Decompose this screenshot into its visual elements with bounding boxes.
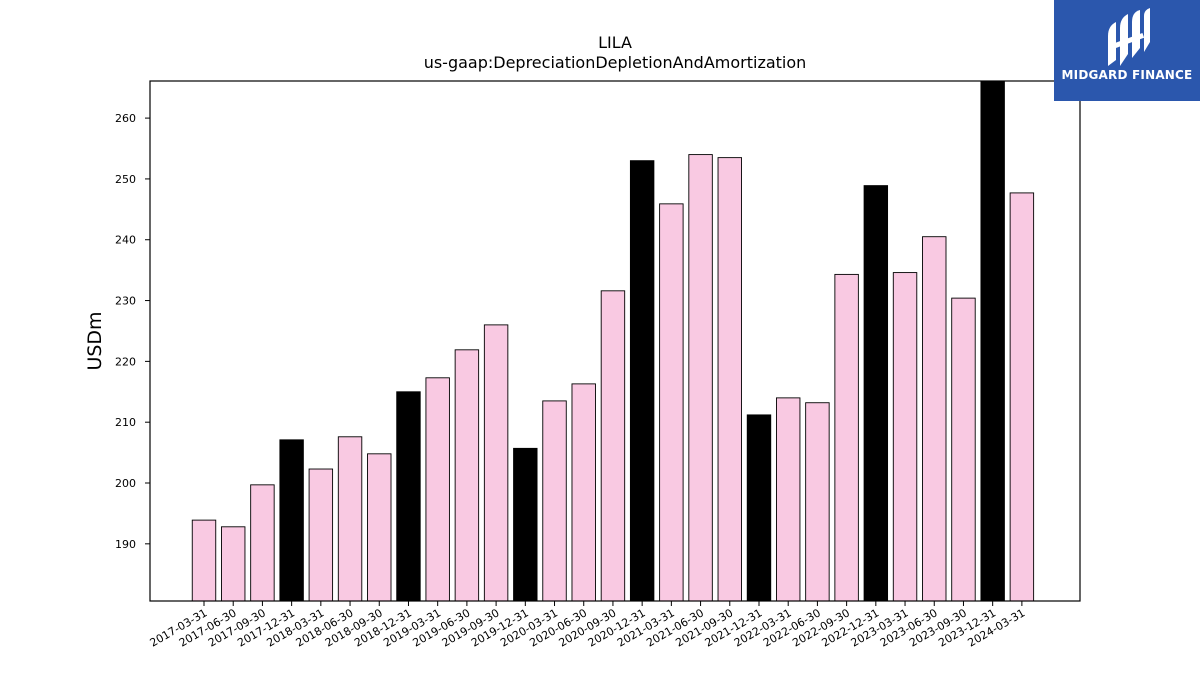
y-tick-label: 240	[115, 234, 136, 247]
bar-2020-03-31	[542, 400, 567, 602]
bar-2023-12-31	[980, 80, 1005, 602]
bar-2021-06-30	[688, 154, 713, 602]
bar-2024-03-31	[1009, 192, 1035, 602]
brand-logo: MIDGARD FINANCE	[1054, 0, 1200, 101]
y-axis: 190 200 210 220 230 240 250 260	[115, 112, 150, 551]
bar-2017-12-31	[279, 439, 304, 602]
bar-2022-12-31	[863, 185, 889, 602]
chart-subtitle: us-gaap:DepreciationDepletionAndAmortiza…	[424, 53, 807, 72]
bars-group	[191, 80, 1035, 602]
midgard-logo-icon	[1108, 8, 1150, 66]
bar-2020-06-30	[571, 383, 596, 602]
plot-frame	[149, 80, 1081, 602]
y-tick-label: 190	[115, 538, 136, 551]
bar-2017-09-30	[250, 484, 275, 602]
bar-2019-09-30	[483, 324, 509, 602]
bar-2020-12-31	[629, 160, 655, 602]
bar-2018-03-31	[308, 468, 334, 602]
chart-title: LILA	[598, 33, 632, 52]
bar-2022-03-31	[776, 397, 801, 602]
bar-2022-06-30	[805, 402, 830, 602]
bar-2019-03-31	[425, 377, 450, 602]
y-tick-label: 230	[115, 295, 136, 308]
bar-2018-06-30	[337, 436, 363, 602]
y-axis-label: USDm	[84, 311, 106, 370]
x-axis: 2017-03-312017-06-302017-09-302017-12-31…	[148, 601, 1027, 650]
bar-2018-12-31	[396, 391, 421, 602]
bar-2017-03-31	[191, 519, 217, 602]
y-tick-label: 260	[115, 112, 136, 125]
bar-2023-03-31	[892, 272, 918, 602]
bar-2017-06-30	[221, 526, 246, 602]
bar-2021-12-31	[746, 414, 772, 602]
bar-2021-03-31	[659, 203, 684, 602]
y-tick-label: 200	[115, 477, 136, 490]
bar-2021-09-30	[717, 157, 742, 602]
bar-2019-12-31	[513, 447, 538, 602]
bar-2018-09-30	[367, 453, 392, 602]
bar-2020-09-30	[600, 290, 626, 602]
y-tick-label: 220	[115, 355, 136, 368]
bar-2019-06-30	[454, 349, 480, 602]
bar-2023-06-30	[922, 236, 947, 602]
bar-2022-09-30	[834, 273, 859, 602]
bar-2023-09-30	[951, 297, 976, 602]
y-tick-label: 250	[115, 173, 136, 186]
y-tick-label: 210	[115, 416, 136, 429]
logo-text: MIDGARD FINANCE	[1061, 68, 1193, 82]
